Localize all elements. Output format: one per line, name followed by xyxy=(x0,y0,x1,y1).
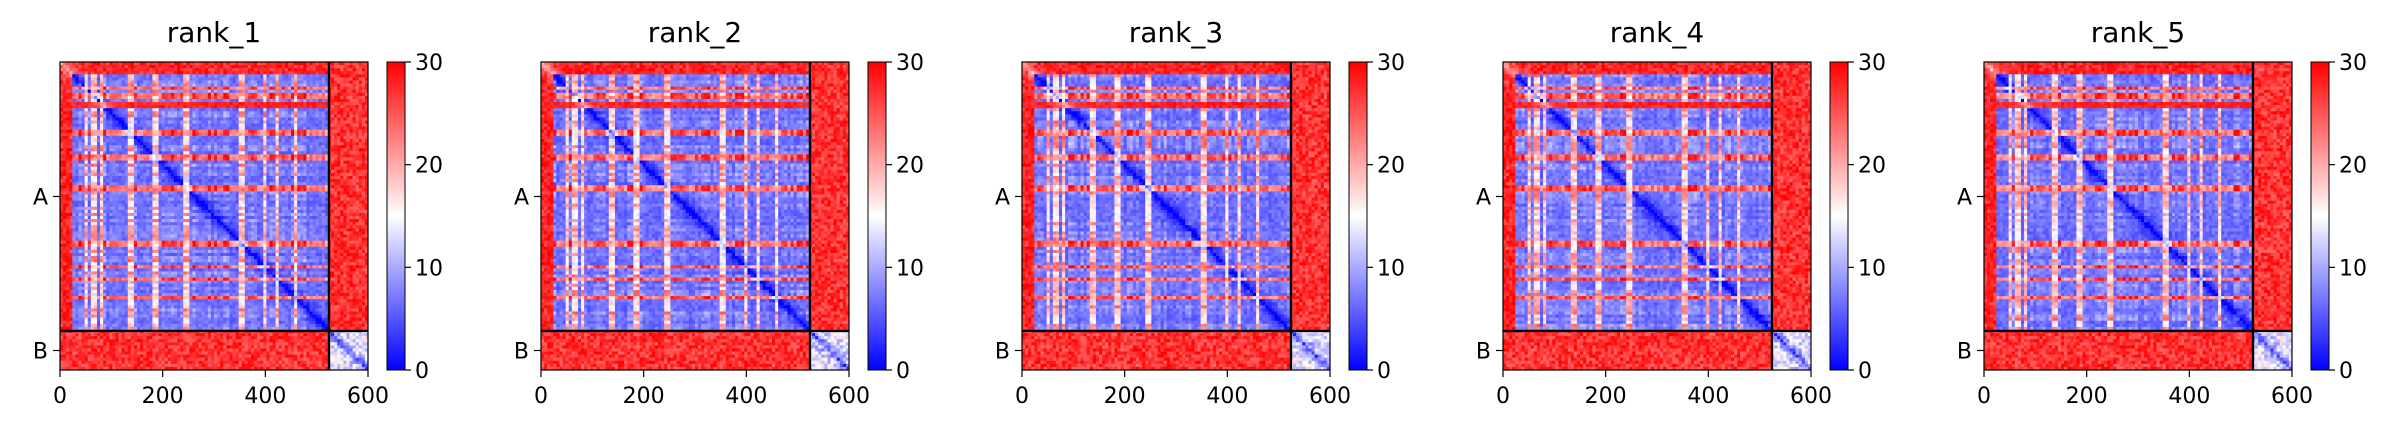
x-tick-label: 0 xyxy=(1977,384,1991,409)
colorbar-tick-label: 0 xyxy=(896,359,910,384)
colorbar xyxy=(1830,62,1848,370)
x-tick-label: 200 xyxy=(623,384,665,409)
colorbar xyxy=(387,62,405,370)
y-tick-label: B xyxy=(1476,339,1491,364)
y-tick-label: A xyxy=(1476,185,1491,210)
colorbar xyxy=(2311,62,2329,370)
chart-title: rank_2 xyxy=(648,16,742,49)
x-tick-label: 600 xyxy=(2271,384,2313,409)
colorbar-tick-label: 0 xyxy=(415,359,429,384)
colorbar xyxy=(1349,62,1367,370)
x-tick-label: 600 xyxy=(828,384,870,409)
chart-title: rank_4 xyxy=(1610,16,1704,49)
colorbar-tick-label: 10 xyxy=(1377,256,1405,281)
colorbar-tick-label: 0 xyxy=(1377,359,1391,384)
colorbar-tick-label: 10 xyxy=(896,256,924,281)
x-tick-label: 600 xyxy=(1790,384,1832,409)
y-tick-label: B xyxy=(1957,339,1972,364)
x-tick-label: 600 xyxy=(1309,384,1351,409)
colorbar-tick-label: 30 xyxy=(1377,51,1405,76)
colorbar-tick-label: 20 xyxy=(896,154,924,179)
x-tick-label: 400 xyxy=(1687,384,1729,409)
y-tick-label: B xyxy=(995,339,1010,364)
colorbar-tick-label: 20 xyxy=(2339,154,2367,179)
y-tick-label: A xyxy=(33,185,48,210)
colorbar-tick-label: 20 xyxy=(1377,154,1405,179)
x-tick-label: 0 xyxy=(1015,384,1029,409)
x-tick-label: 400 xyxy=(2168,384,2210,409)
colorbar-tick-label: 30 xyxy=(415,51,443,76)
heatmap-cells xyxy=(1984,62,2292,370)
colorbar-tick-label: 10 xyxy=(2339,256,2367,281)
x-tick-label: 400 xyxy=(244,384,286,409)
heatmap-cells xyxy=(541,62,849,370)
x-tick-label: 600 xyxy=(347,384,389,409)
chart-title: rank_1 xyxy=(167,16,261,49)
y-tick-label: A xyxy=(514,185,529,210)
colorbar-tick-label: 30 xyxy=(2339,51,2367,76)
x-tick-label: 0 xyxy=(1496,384,1510,409)
x-tick-label: 400 xyxy=(1206,384,1248,409)
x-tick-label: 200 xyxy=(1104,384,1146,409)
x-tick-label: 200 xyxy=(1585,384,1627,409)
colorbar-tick-label: 0 xyxy=(1858,359,1872,384)
colorbar-tick-label: 0 xyxy=(2339,359,2353,384)
x-tick-label: 400 xyxy=(725,384,767,409)
y-tick-label: B xyxy=(514,339,529,364)
y-tick-label: B xyxy=(33,339,48,364)
y-tick-label: A xyxy=(995,185,1010,210)
chart-title: rank_5 xyxy=(2091,16,2185,49)
heatmap-cells xyxy=(1022,62,1330,370)
colorbar xyxy=(868,62,886,370)
heatmap-cells xyxy=(1503,62,1811,370)
x-tick-label: 0 xyxy=(534,384,548,409)
chart-title: rank_3 xyxy=(1129,16,1223,49)
colorbar-tick-label: 20 xyxy=(1858,154,1886,179)
x-tick-label: 200 xyxy=(2066,384,2108,409)
colorbar-tick-label: 20 xyxy=(415,154,443,179)
colorbar-tick-label: 30 xyxy=(896,51,924,76)
colorbar-tick-label: 10 xyxy=(415,256,443,281)
y-tick-label: A xyxy=(1957,185,1972,210)
colorbar-tick-label: 30 xyxy=(1858,51,1886,76)
x-tick-label: 0 xyxy=(53,384,67,409)
heatmap-cells xyxy=(60,62,368,370)
x-tick-label: 200 xyxy=(142,384,184,409)
colorbar-tick-label: 10 xyxy=(1858,256,1886,281)
